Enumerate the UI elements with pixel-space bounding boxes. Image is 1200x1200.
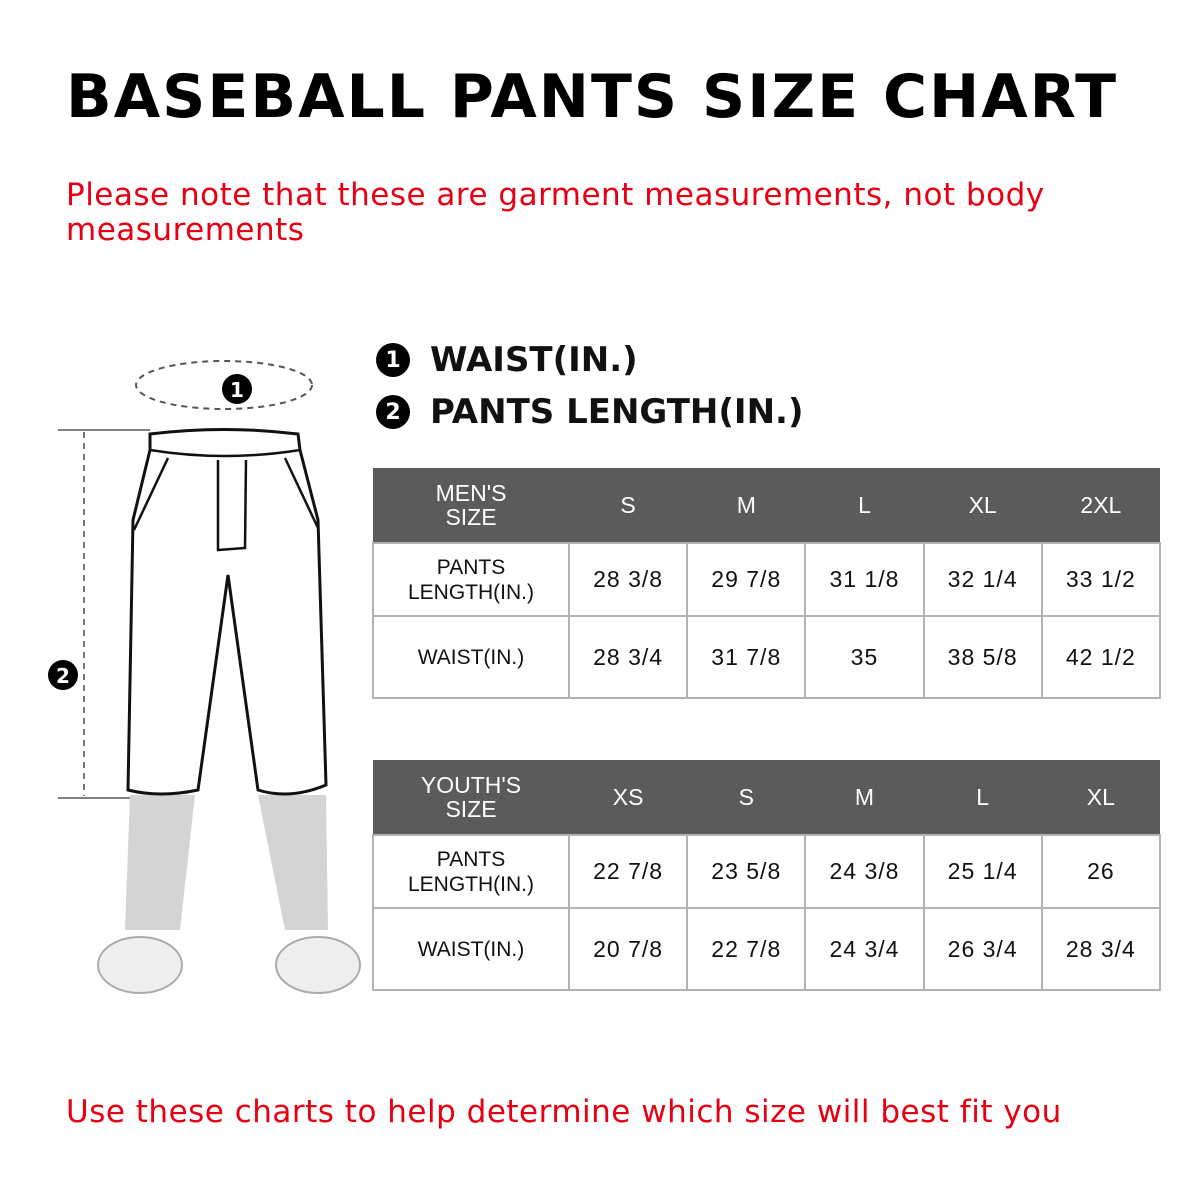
cell: 38 5/8 bbox=[922, 615, 1043, 699]
row-label: PANTS LENGTH(IN.) bbox=[372, 542, 570, 617]
cell: 31 1/8 bbox=[804, 542, 925, 617]
marker-two-icon bbox=[48, 660, 78, 690]
cell: 29 7/8 bbox=[686, 542, 807, 617]
header-cell: M bbox=[687, 468, 806, 543]
legend-waist: 1 WAIST(IN.) bbox=[376, 340, 638, 380]
table-row: WAIST(IN.) 28 3/4 31 7/8 35 38 5/8 42 1/… bbox=[372, 615, 1162, 699]
footer-note: Use these charts to help determine which… bbox=[66, 1094, 1062, 1130]
cell: 26 bbox=[1040, 834, 1162, 909]
table-header-row: YOUTH'S SIZE XS S M L XL bbox=[373, 760, 1160, 835]
table-row: PANTS LENGTH(IN.) 28 3/8 29 7/8 31 1/8 3… bbox=[372, 542, 1162, 617]
cell: 31 7/8 bbox=[686, 615, 807, 699]
header-cell: XS bbox=[569, 760, 688, 835]
cell: 22 7/8 bbox=[567, 834, 689, 909]
shoe-left bbox=[97, 936, 183, 994]
sock-right bbox=[258, 795, 328, 930]
shoe-right bbox=[275, 936, 361, 994]
cell: 25 1/4 bbox=[922, 834, 1043, 909]
cell: 35 bbox=[804, 615, 925, 699]
sock-left bbox=[125, 795, 195, 930]
header-cell: MEN'S SIZE bbox=[373, 468, 569, 543]
pants-outline bbox=[126, 428, 328, 796]
marker-one-icon bbox=[222, 374, 252, 404]
header-cell: S bbox=[687, 760, 806, 835]
header-cell: YOUTH'S SIZE bbox=[373, 760, 569, 835]
cell: 24 3/4 bbox=[804, 907, 925, 991]
cell: 33 1/2 bbox=[1040, 542, 1162, 617]
mens-size-table: MEN'S SIZE S M L XL 2XL PANTS LENGTH(IN.… bbox=[372, 468, 1162, 699]
header-cell: XL bbox=[1041, 760, 1160, 835]
cell: 20 7/8 bbox=[567, 907, 689, 991]
cell: 22 7/8 bbox=[686, 907, 807, 991]
row-label: WAIST(IN.) bbox=[372, 615, 570, 699]
legend-label: WAIST(IN.) bbox=[430, 340, 638, 380]
cell: 23 5/8 bbox=[686, 834, 807, 909]
header-cell: L bbox=[805, 468, 924, 543]
table-header-row: MEN'S SIZE S M L XL 2XL bbox=[373, 468, 1160, 543]
cell: 24 3/8 bbox=[804, 834, 925, 909]
page-title: BASEBALL PANTS SIZE CHART bbox=[66, 62, 1119, 132]
cell: 28 3/8 bbox=[567, 542, 689, 617]
youth-size-table: YOUTH'S SIZE XS S M L XL PANTS LENGTH(IN… bbox=[372, 760, 1162, 991]
number-two-icon: 2 bbox=[376, 395, 410, 429]
legend-label: PANTS LENGTH(IN.) bbox=[430, 392, 804, 432]
cell: 28 3/4 bbox=[1040, 907, 1162, 991]
number-one-icon: 1 bbox=[376, 343, 410, 377]
legend-length: 2 PANTS LENGTH(IN.) bbox=[376, 392, 804, 432]
header-cell: L bbox=[923, 760, 1042, 835]
row-label: WAIST(IN.) bbox=[372, 907, 570, 991]
pants-illustration: 1 2 bbox=[48, 360, 361, 994]
cell: 42 1/2 bbox=[1040, 615, 1162, 699]
svg-text:2: 2 bbox=[56, 664, 70, 688]
header-cell: M bbox=[805, 760, 924, 835]
row-label: PANTS LENGTH(IN.) bbox=[372, 834, 570, 909]
cell: 32 1/4 bbox=[922, 542, 1043, 617]
cell: 26 3/4 bbox=[922, 907, 1043, 991]
garment-note: Please note that these are garment measu… bbox=[66, 177, 1045, 248]
cell: 28 3/4 bbox=[567, 615, 689, 699]
waist-ellipse bbox=[135, 360, 313, 410]
table-row: PANTS LENGTH(IN.) 22 7/8 23 5/8 24 3/8 2… bbox=[372, 834, 1162, 909]
table-row: WAIST(IN.) 20 7/8 22 7/8 24 3/4 26 3/4 2… bbox=[372, 907, 1162, 991]
header-cell: XL bbox=[923, 468, 1042, 543]
header-cell: S bbox=[569, 468, 688, 543]
header-cell: 2XL bbox=[1041, 468, 1160, 543]
svg-text:1: 1 bbox=[230, 378, 244, 402]
